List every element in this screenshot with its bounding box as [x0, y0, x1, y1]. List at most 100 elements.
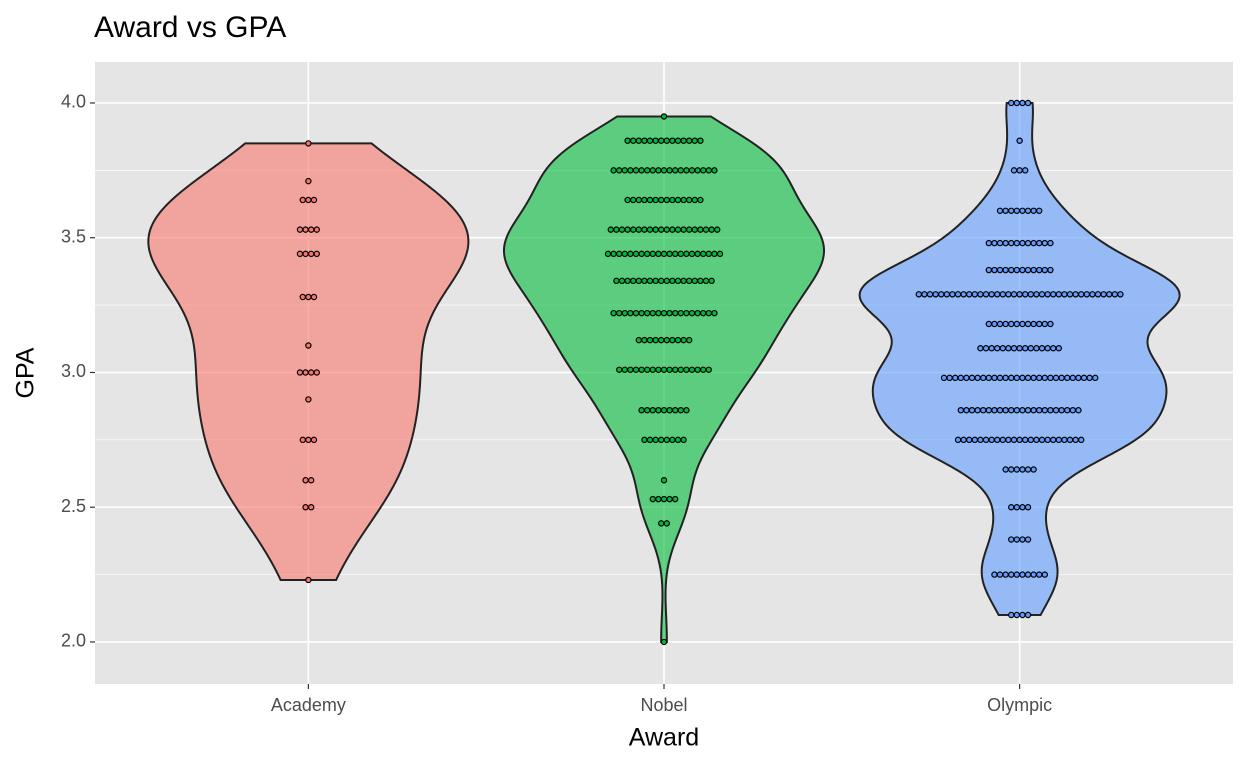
dot [700, 309, 707, 317]
dot [996, 239, 1004, 247]
dot [982, 345, 990, 352]
dot [694, 309, 701, 317]
dot [641, 436, 648, 444]
dot [943, 291, 951, 298]
dot [1106, 291, 1113, 298]
dot [674, 436, 682, 444]
dot [305, 436, 312, 444]
dot [627, 366, 634, 373]
dot [1047, 239, 1054, 247]
dot [630, 137, 637, 144]
dot [691, 277, 699, 285]
dot [1008, 320, 1015, 328]
dot [1041, 406, 1049, 414]
x-tick-label: Academy [271, 695, 346, 715]
dot [1066, 291, 1074, 298]
dot [1002, 571, 1009, 578]
dot [677, 250, 685, 258]
dot [1030, 239, 1037, 247]
dot [1013, 571, 1021, 578]
dot [1005, 345, 1012, 352]
dot [649, 309, 657, 317]
dot [1005, 436, 1012, 444]
dot [632, 167, 640, 174]
dot [302, 369, 309, 376]
dot [646, 336, 654, 344]
dot [968, 406, 976, 414]
dot [1058, 406, 1065, 414]
dot [610, 309, 617, 317]
dot [1027, 436, 1035, 444]
dot [1030, 374, 1037, 382]
dot [666, 366, 673, 373]
dot [305, 342, 312, 349]
dot [1019, 536, 1026, 543]
dot [996, 406, 1004, 414]
dot [926, 291, 934, 298]
dot [669, 436, 676, 444]
dot [996, 266, 1004, 274]
dot [655, 495, 662, 503]
dot [686, 137, 693, 144]
dot [1016, 137, 1023, 144]
dot [694, 250, 701, 258]
dot [702, 226, 710, 233]
dot [960, 291, 967, 298]
dot [649, 167, 657, 174]
dot [994, 345, 1001, 352]
dot [1008, 406, 1015, 414]
x-tick-label: Olympic [987, 695, 1052, 715]
chart-title: Award vs GPA [94, 11, 286, 44]
dot [1072, 436, 1079, 444]
dot [1036, 207, 1043, 214]
violin [502, 115, 826, 643]
dot [644, 309, 651, 317]
dot [1024, 99, 1032, 107]
dot [677, 406, 685, 414]
dot [1030, 207, 1037, 214]
dot [621, 366, 629, 373]
dot [1024, 239, 1032, 247]
dot [1058, 374, 1065, 382]
dot [688, 309, 696, 317]
dot [641, 196, 648, 204]
dot [305, 196, 312, 204]
dot [652, 196, 659, 204]
dot [711, 167, 718, 174]
dot [1008, 536, 1015, 543]
dot [649, 250, 657, 258]
dot [658, 196, 665, 204]
dot [677, 309, 685, 317]
dot [1083, 291, 1091, 298]
dot [1008, 266, 1015, 274]
dot [674, 196, 682, 204]
dot [635, 336, 643, 344]
dot [624, 137, 631, 144]
dot [1013, 99, 1021, 107]
dot [660, 250, 668, 258]
dot [635, 196, 643, 204]
dot [686, 277, 693, 285]
dot [1036, 406, 1043, 414]
dot [1019, 406, 1026, 414]
dot [686, 196, 693, 204]
dot [680, 336, 687, 344]
dot [683, 366, 690, 373]
dot [1024, 536, 1032, 543]
dot [1036, 239, 1043, 247]
dot [1041, 239, 1049, 247]
dot [658, 436, 665, 444]
dot [683, 250, 690, 258]
dot [996, 320, 1004, 328]
dot [652, 436, 659, 444]
dot [1008, 374, 1015, 382]
dot [1044, 436, 1051, 444]
dot [655, 250, 662, 258]
dot [305, 140, 312, 147]
dot [621, 250, 629, 258]
dot [607, 226, 615, 233]
dot [1055, 436, 1063, 444]
dot [646, 196, 654, 204]
dot [672, 406, 679, 414]
dot [616, 250, 623, 258]
